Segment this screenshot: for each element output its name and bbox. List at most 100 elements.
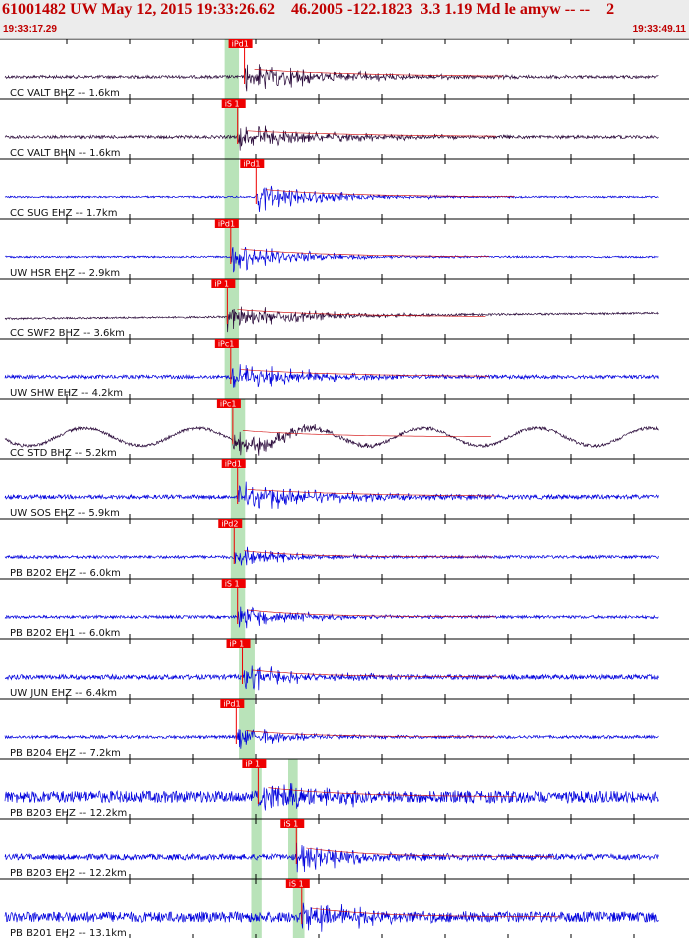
- trace-list: iPd1 CC VALT BHZ -- 1.6km iS 1 CC VALT BHN …: [4, 39, 659, 938]
- pick-label: iP 1: [214, 280, 229, 289]
- pick-label: iPd1: [218, 220, 235, 229]
- analysis-window-band: [239, 639, 255, 699]
- start-time: 19:33:17.29: [3, 24, 57, 35]
- analysis-window-band: [224, 159, 240, 219]
- trace-row[interactable]: iP 1 PB B203 EHZ -- 12.2km: [4, 759, 659, 819]
- trace-row[interactable]: iS 1 CC VALT BHN -- 1.6km: [4, 99, 659, 159]
- trace-label: CC SWF2 BHZ -- 3.6km: [10, 328, 125, 339]
- pick-label: iPc1: [218, 340, 235, 349]
- trace-row[interactable]: iPd1 PB B204 EHZ -- 7.2km: [4, 699, 659, 759]
- trace-row[interactable]: iPd2 PB B202 EHZ -- 6.0km: [4, 519, 659, 579]
- coda-envelope: [240, 248, 489, 257]
- trace-label: CC VALT BHZ -- 1.6km: [10, 88, 120, 99]
- pick-marker[interactable]: [226, 639, 251, 648]
- waveform-trace: [4, 364, 659, 388]
- waveform-trace: [4, 902, 659, 932]
- trace-label: UW HSR EHZ -- 2.9km: [10, 268, 120, 279]
- pick-label: iS 1: [225, 100, 240, 109]
- pick-marker[interactable]: [214, 219, 239, 228]
- pick-label: iS 1: [289, 880, 304, 889]
- waveform-trace: [4, 729, 659, 749]
- analysis-window-band: [251, 879, 262, 938]
- coda-envelope: [266, 189, 515, 197]
- trace-row[interactable]: iPc1 CC STD BHZ -- 5.2km: [4, 399, 659, 459]
- waveform-trace: [4, 185, 659, 213]
- pick-label: iPd1: [232, 40, 249, 49]
- pick-marker[interactable]: [221, 579, 246, 588]
- trace-row[interactable]: iPd1 CC SUG EHZ -- 1.7km: [4, 159, 659, 219]
- analysis-window-band: [292, 879, 305, 938]
- pick-marker[interactable]: [280, 819, 305, 828]
- coda-envelope: [247, 489, 496, 497]
- pick-label: iS 1: [283, 820, 298, 829]
- trace-row[interactable]: iPd1 UW SOS EHZ -- 5.9km: [4, 459, 659, 519]
- waveform-trace: [4, 481, 659, 509]
- analysis-window-band: [239, 699, 255, 759]
- trace-label: PB B203 EHZ -- 12.2km: [10, 808, 127, 819]
- trace-row[interactable]: iP 1 CC SWF2 BHZ -- 3.6km: [4, 279, 659, 339]
- trace-row[interactable]: iPd1 UW HSR EHZ -- 2.9km: [4, 219, 659, 279]
- seismogram-panel[interactable]: iPd1 CC VALT BHZ -- 1.6km iS 1 CC VALT BHN …: [0, 39, 689, 938]
- waveform-trace: [4, 423, 659, 456]
- pick-label: iPc1: [220, 400, 237, 409]
- trace-label: UW JUN EHZ -- 6.4km: [10, 688, 117, 699]
- trace-row[interactable]: iS 1 PB B203 EH2 -- 12.2km: [4, 819, 659, 879]
- coda-envelope: [247, 609, 496, 618]
- trace-label: PB B202 EHZ -- 6.0km: [10, 568, 121, 579]
- trace-label: PB B203 EH2 -- 12.2km: [10, 868, 127, 879]
- trace-row[interactable]: iPd1 CC VALT BHZ -- 1.6km: [4, 39, 659, 99]
- pick-marker[interactable]: [240, 159, 265, 168]
- pick-marker[interactable]: [285, 879, 310, 888]
- analysis-window-band: [224, 39, 240, 99]
- trace-label: CC VALT BHN -- 1.6km: [10, 148, 121, 159]
- end-time: 19:33:49.11: [632, 24, 686, 35]
- waveform-trace: [4, 842, 659, 873]
- trace-row[interactable]: iS 1 PB B201 EH2 -- 13.1km: [4, 879, 659, 938]
- coda-envelope: [247, 130, 496, 137]
- waveform-trace: [4, 665, 659, 691]
- analysis-window-band: [251, 759, 262, 819]
- pick-marker[interactable]: [216, 399, 241, 408]
- analysis-window-band: [251, 819, 262, 879]
- coda-envelope: [306, 847, 555, 858]
- trace-row[interactable]: iP 1 UW JUN EHZ -- 6.4km: [4, 639, 659, 699]
- coda-envelope: [240, 369, 489, 377]
- trace-label: CC SUG EHZ -- 1.7km: [10, 208, 117, 219]
- analysis-window-band: [224, 339, 240, 399]
- pick-marker[interactable]: [220, 699, 245, 708]
- coda-envelope: [254, 69, 503, 77]
- trace-row[interactable]: iS 1 PB B202 EH1 -- 6.0km: [4, 579, 659, 639]
- pick-marker[interactable]: [218, 519, 243, 528]
- waveform-trace: [4, 64, 659, 92]
- coda-envelope: [311, 907, 560, 918]
- coda-envelope: [237, 309, 486, 317]
- pick-marker[interactable]: [214, 339, 239, 348]
- pick-marker[interactable]: [221, 459, 246, 468]
- waveform-trace: [4, 306, 659, 333]
- pick-marker[interactable]: [211, 279, 236, 288]
- trace-label: PB B201 EH2 -- 13.1km: [10, 928, 127, 938]
- pick-label: iPd1: [243, 160, 260, 169]
- waveform-trace: [4, 783, 659, 811]
- analysis-window-band: [288, 759, 298, 819]
- trace-label: PB B202 EH1 -- 6.0km: [10, 628, 120, 639]
- coda-envelope: [244, 550, 493, 558]
- pick-marker[interactable]: [242, 759, 267, 768]
- pick-label: iP 1: [245, 760, 260, 769]
- analysis-window-band: [288, 819, 298, 879]
- pick-marker[interactable]: [228, 39, 253, 48]
- pick-label: iS 1: [225, 580, 240, 589]
- waveform-trace: [4, 546, 659, 566]
- coda-envelope: [246, 730, 495, 738]
- pick-label: iPd2: [221, 520, 238, 529]
- trace-label: CC STD BHZ -- 5.2km: [10, 448, 117, 459]
- coda-envelope: [268, 787, 517, 797]
- event-title: 61001482 UW May 12, 2015 19:33:26.62 46.…: [2, 1, 615, 18]
- trace-row[interactable]: iPc1 UW SHW EHZ -- 4.2km: [4, 339, 659, 399]
- trace-label: PB B204 EHZ -- 7.2km: [10, 748, 121, 759]
- pick-label: iPd1: [223, 700, 240, 709]
- analysis-window-band: [224, 219, 240, 279]
- analysis-window-band: [224, 99, 240, 159]
- trace-label: UW SHW EHZ -- 4.2km: [10, 388, 123, 399]
- pick-marker[interactable]: [221, 99, 246, 108]
